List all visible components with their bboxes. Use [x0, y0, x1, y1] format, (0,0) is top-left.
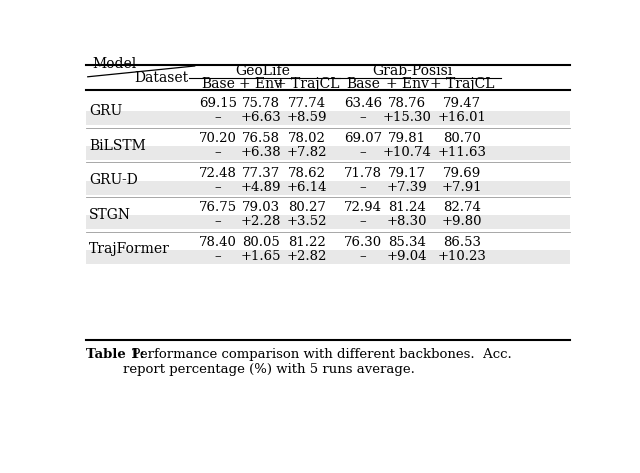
Text: 77.74: 77.74	[288, 97, 326, 110]
Text: GRU-D: GRU-D	[90, 173, 138, 187]
Text: Dataset: Dataset	[134, 71, 188, 86]
Text: +11.63: +11.63	[438, 146, 486, 159]
Text: 79.03: 79.03	[241, 201, 280, 214]
Text: 86.53: 86.53	[443, 236, 481, 249]
Text: +6.63: +6.63	[240, 112, 281, 124]
Text: 79.69: 79.69	[443, 166, 481, 180]
Text: –: –	[214, 146, 221, 159]
Text: +9.80: +9.80	[442, 215, 483, 228]
Text: Base: Base	[201, 77, 235, 91]
Text: 79.17: 79.17	[388, 166, 426, 180]
Text: +3.52: +3.52	[287, 215, 327, 228]
Text: +1.65: +1.65	[241, 250, 281, 263]
Text: + Env: + Env	[385, 77, 429, 91]
Text: 85.34: 85.34	[388, 236, 426, 249]
Text: 63.46: 63.46	[344, 97, 382, 110]
Text: Grab-Posisi: Grab-Posisi	[372, 64, 452, 79]
Text: 72.94: 72.94	[344, 201, 382, 214]
Bar	[86, 181, 570, 194]
Text: +4.89: +4.89	[241, 181, 281, 194]
Text: +16.01: +16.01	[438, 112, 486, 124]
Text: 82.74: 82.74	[443, 201, 481, 214]
Text: 69.15: 69.15	[199, 97, 237, 110]
Text: +7.39: +7.39	[387, 181, 428, 194]
Text: 79.47: 79.47	[443, 97, 481, 110]
Text: +7.91: +7.91	[442, 181, 483, 194]
Text: 70.20: 70.20	[199, 132, 237, 145]
Bar	[86, 215, 570, 229]
Bar	[86, 112, 570, 125]
Text: STGN: STGN	[90, 208, 131, 222]
Text: 76.58: 76.58	[241, 132, 280, 145]
Text: 76.30: 76.30	[344, 236, 382, 249]
Text: Table 1:: Table 1:	[86, 348, 145, 361]
Text: Performance comparison with different backbones.  Acc.
report percentage (%) wit: Performance comparison with different ba…	[124, 348, 512, 376]
Text: –: –	[360, 181, 366, 194]
Text: +7.82: +7.82	[287, 146, 327, 159]
Text: 76.75: 76.75	[199, 201, 237, 214]
Text: 80.70: 80.70	[443, 132, 481, 145]
Text: +9.04: +9.04	[387, 250, 428, 263]
Text: 81.24: 81.24	[388, 201, 426, 214]
Text: +8.59: +8.59	[287, 112, 327, 124]
Text: GeoLife: GeoLife	[235, 64, 290, 79]
Text: + TrajCL: + TrajCL	[430, 77, 494, 91]
Text: –: –	[360, 112, 366, 124]
Text: +15.30: +15.30	[383, 112, 431, 124]
Text: –: –	[360, 250, 366, 263]
Text: 78.02: 78.02	[288, 132, 326, 145]
Text: 77.37: 77.37	[241, 166, 280, 180]
Text: +10.74: +10.74	[383, 146, 431, 159]
Text: 80.05: 80.05	[242, 236, 280, 249]
Text: –: –	[214, 215, 221, 228]
Text: Base: Base	[346, 77, 380, 91]
Text: + Env: + Env	[239, 77, 282, 91]
Bar	[86, 250, 570, 264]
Bar	[86, 146, 570, 160]
Text: 79.81: 79.81	[388, 132, 426, 145]
Text: Model: Model	[92, 57, 137, 71]
Text: 81.22: 81.22	[288, 236, 326, 249]
Text: TrajFormer: TrajFormer	[90, 243, 170, 256]
Text: –: –	[360, 146, 366, 159]
Text: 78.40: 78.40	[199, 236, 237, 249]
Text: 75.78: 75.78	[241, 97, 280, 110]
Text: 78.76: 78.76	[388, 97, 426, 110]
Text: +2.82: +2.82	[287, 250, 327, 263]
Text: GRU: GRU	[90, 104, 122, 118]
Text: BiLSTM: BiLSTM	[90, 139, 146, 152]
Text: –: –	[214, 112, 221, 124]
Text: +10.23: +10.23	[438, 250, 486, 263]
Text: 78.62: 78.62	[288, 166, 326, 180]
Text: 72.48: 72.48	[199, 166, 237, 180]
Text: +8.30: +8.30	[387, 215, 428, 228]
Text: –: –	[214, 181, 221, 194]
Text: –: –	[214, 250, 221, 263]
Text: 69.07: 69.07	[344, 132, 382, 145]
Text: 80.27: 80.27	[288, 201, 326, 214]
Text: +6.38: +6.38	[240, 146, 281, 159]
Text: +2.28: +2.28	[241, 215, 281, 228]
Text: 71.78: 71.78	[344, 166, 382, 180]
Text: –: –	[360, 215, 366, 228]
Text: +6.14: +6.14	[287, 181, 327, 194]
Text: + TrajCL: + TrajCL	[275, 77, 339, 91]
